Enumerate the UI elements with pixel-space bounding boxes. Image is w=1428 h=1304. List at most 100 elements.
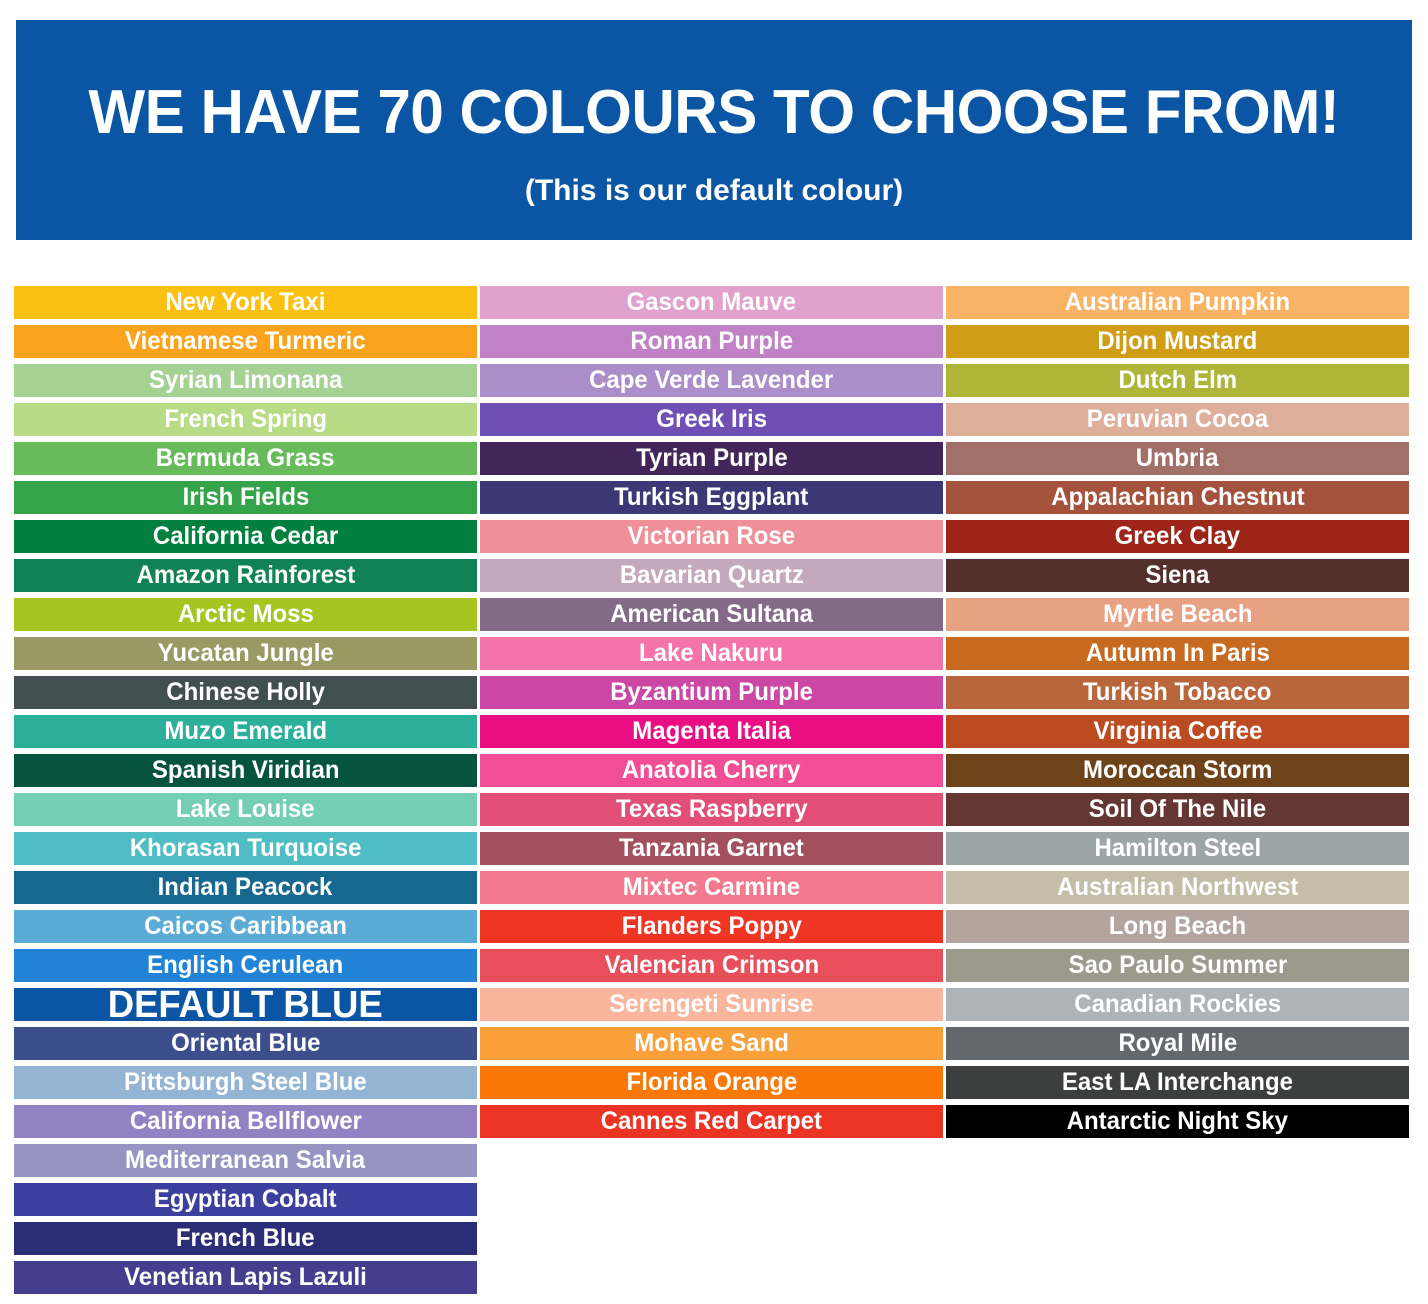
colour-swatch[interactable]: Cape Verde Lavender (480, 364, 943, 397)
colour-swatch[interactable]: Lake Nakuru (480, 637, 943, 670)
colour-swatch[interactable]: Serengeti Sunrise (480, 988, 943, 1021)
colour-swatch[interactable]: Greek Iris (480, 403, 943, 436)
colour-swatch[interactable]: Muzo Emerald (14, 715, 477, 748)
colour-swatch[interactable]: Bavarian Quartz (480, 559, 943, 592)
colour-swatch[interactable]: Flanders Poppy (480, 910, 943, 943)
colour-swatch[interactable]: French Blue (14, 1222, 477, 1255)
colour-swatch[interactable]: Valencian Crimson (480, 949, 943, 982)
colour-swatch[interactable]: Bermuda Grass (14, 442, 477, 475)
colour-swatch[interactable]: Texas Raspberry (480, 793, 943, 826)
header-banner: WE HAVE 70 COLOURS TO CHOOSE FROM! (This… (16, 20, 1412, 240)
colour-swatch[interactable]: Cannes Red Carpet (480, 1105, 943, 1138)
colour-swatch-label: Cape Verde Lavender (589, 366, 834, 394)
colour-swatch-label: Spanish Viridian (151, 756, 340, 784)
colour-swatch[interactable]: Australian Pumpkin (946, 286, 1409, 319)
colour-swatch[interactable]: Dutch Elm (946, 364, 1409, 397)
colour-swatch-label: Khorasan Turquoise (129, 834, 362, 862)
colour-swatch[interactable]: English Cerulean (14, 949, 477, 982)
colour-swatch[interactable]: Virginia Coffee (946, 715, 1409, 748)
colour-swatch-label: Australian Northwest (1056, 873, 1299, 901)
colour-swatch-label: Canadian Rockies (1074, 990, 1281, 1018)
colour-swatch[interactable]: Long Beach (946, 910, 1409, 943)
colour-swatch[interactable]: Gascon Mauve (480, 286, 943, 319)
colour-swatch[interactable]: Antarctic Night Sky (946, 1105, 1409, 1138)
colour-swatch[interactable]: Turkish Eggplant (480, 481, 943, 514)
colour-swatch[interactable]: California Cedar (14, 520, 477, 553)
colour-swatch[interactable]: French Spring (14, 403, 477, 436)
colour-swatch-label: French Spring (164, 405, 327, 433)
colour-swatch-label: Antarctic Night Sky (1066, 1107, 1289, 1135)
colour-swatch-label: Bermuda Grass (156, 444, 335, 472)
colour-swatch[interactable]: Mixtec Carmine (480, 871, 943, 904)
colour-swatch[interactable]: East LA Interchange (946, 1066, 1409, 1099)
colour-swatch[interactable]: New York Taxi (14, 286, 477, 319)
colour-swatch[interactable]: Venetian Lapis Lazuli (14, 1261, 477, 1294)
colour-swatch[interactable]: Hamilton Steel (946, 832, 1409, 865)
colour-swatch-label: DEFAULT BLUE (108, 983, 383, 1026)
colour-swatch[interactable]: Egyptian Cobalt (14, 1183, 477, 1216)
colour-swatch[interactable]: Yucatan Jungle (14, 637, 477, 670)
colour-swatch[interactable]: Greek Clay (946, 520, 1409, 553)
colour-swatch[interactable]: California Bellflower (14, 1105, 477, 1138)
colour-swatch[interactable]: Irish Fields (14, 481, 477, 514)
colour-swatch-label: Tanzania Garnet (619, 834, 804, 862)
colour-swatch[interactable]: Anatolia Cherry (480, 754, 943, 787)
colour-swatch[interactable]: Mediterranean Salvia (14, 1144, 477, 1177)
colour-swatch[interactable]: Syrian Limonana (14, 364, 477, 397)
colour-swatch[interactable]: Moroccan Storm (946, 754, 1409, 787)
colour-swatch[interactable]: Oriental Blue (14, 1027, 477, 1060)
colour-swatch-label: East LA Interchange (1061, 1068, 1294, 1096)
colour-swatch[interactable]: Tanzania Garnet (480, 832, 943, 865)
colour-swatch[interactable]: Australian Northwest (946, 871, 1409, 904)
colour-swatch[interactable]: Mohave Sand (480, 1027, 943, 1060)
colour-swatch[interactable]: Spanish Viridian (14, 754, 477, 787)
colour-swatch-label: Arctic Moss (177, 600, 314, 628)
colour-swatch[interactable]: Myrtle Beach (946, 598, 1409, 631)
colour-swatch-label: Victorian Rose (627, 522, 796, 550)
colour-swatch[interactable]: Arctic Moss (14, 598, 477, 631)
colour-swatch-label: Bavarian Quartz (619, 561, 804, 589)
colour-swatch[interactable]: Appalachian Chestnut (946, 481, 1409, 514)
colour-swatch[interactable]: Amazon Rainforest (14, 559, 477, 592)
colour-swatch[interactable]: Khorasan Turquoise (14, 832, 477, 865)
colour-swatch[interactable]: Soil Of The Nile (946, 793, 1409, 826)
colour-swatch-label: Indian Peacock (158, 873, 333, 901)
colour-swatch[interactable]: Victorian Rose (480, 520, 943, 553)
colour-swatch-label: Muzo Emerald (164, 717, 327, 745)
colour-swatch-label: Soil Of The Nile (1088, 795, 1267, 823)
colour-swatch[interactable]: Tyrian Purple (480, 442, 943, 475)
colour-swatch[interactable]: Autumn In Paris (946, 637, 1409, 670)
colour-swatch-label: Mohave Sand (634, 1029, 789, 1057)
colour-swatch[interactable]: DEFAULT BLUE (14, 983, 477, 1026)
colour-swatch[interactable]: Royal Mile (946, 1027, 1409, 1060)
colour-swatch-label: English Cerulean (147, 951, 344, 979)
colour-swatch[interactable]: Umbria (946, 442, 1409, 475)
colour-swatch-label: Vietnamese Turmeric (125, 327, 366, 355)
colour-swatch[interactable]: Dijon Mustard (946, 325, 1409, 358)
colour-swatch[interactable]: Turkish Tobacco (946, 676, 1409, 709)
colour-swatch[interactable]: Chinese Holly (14, 676, 477, 709)
colour-swatch[interactable]: Indian Peacock (14, 871, 477, 904)
colour-swatch[interactable]: Sao Paulo Summer (946, 949, 1409, 982)
colour-swatch[interactable]: Florida Orange (480, 1066, 943, 1099)
colour-swatch[interactable]: Lake Louise (14, 793, 477, 826)
colour-swatch-label: Autumn In Paris (1085, 639, 1270, 667)
colour-swatch[interactable]: American Sultana (480, 598, 943, 631)
swatch-column-1: New York Taxi Vietnamese Turmeric Syrian L… (14, 286, 477, 1300)
colour-swatch[interactable]: Byzantium Purple (480, 676, 943, 709)
page-title: WE HAVE 70 COLOURS TO CHOOSE FROM! (88, 78, 1340, 147)
colour-swatch[interactable]: Siena (946, 559, 1409, 592)
colour-swatch[interactable]: Magenta Italia (480, 715, 943, 748)
colour-swatch-label: Roman Purple (630, 327, 793, 355)
colour-swatch-label: Long Beach (1108, 912, 1247, 940)
colour-swatch[interactable]: Peruvian Cocoa (946, 403, 1409, 436)
colour-swatch-label: Magenta Italia (632, 717, 791, 745)
colour-swatch[interactable]: Pittsburgh Steel Blue (14, 1066, 477, 1099)
colour-swatch[interactable]: Canadian Rockies (946, 988, 1409, 1021)
colour-swatch[interactable]: Roman Purple (480, 325, 943, 358)
colour-swatch-label: Irish Fields (182, 483, 309, 511)
colour-swatch[interactable]: Caicos Caribbean (14, 910, 477, 943)
colour-swatch-label: Venetian Lapis Lazuli (124, 1263, 367, 1291)
colour-swatch[interactable]: Vietnamese Turmeric (14, 325, 477, 358)
